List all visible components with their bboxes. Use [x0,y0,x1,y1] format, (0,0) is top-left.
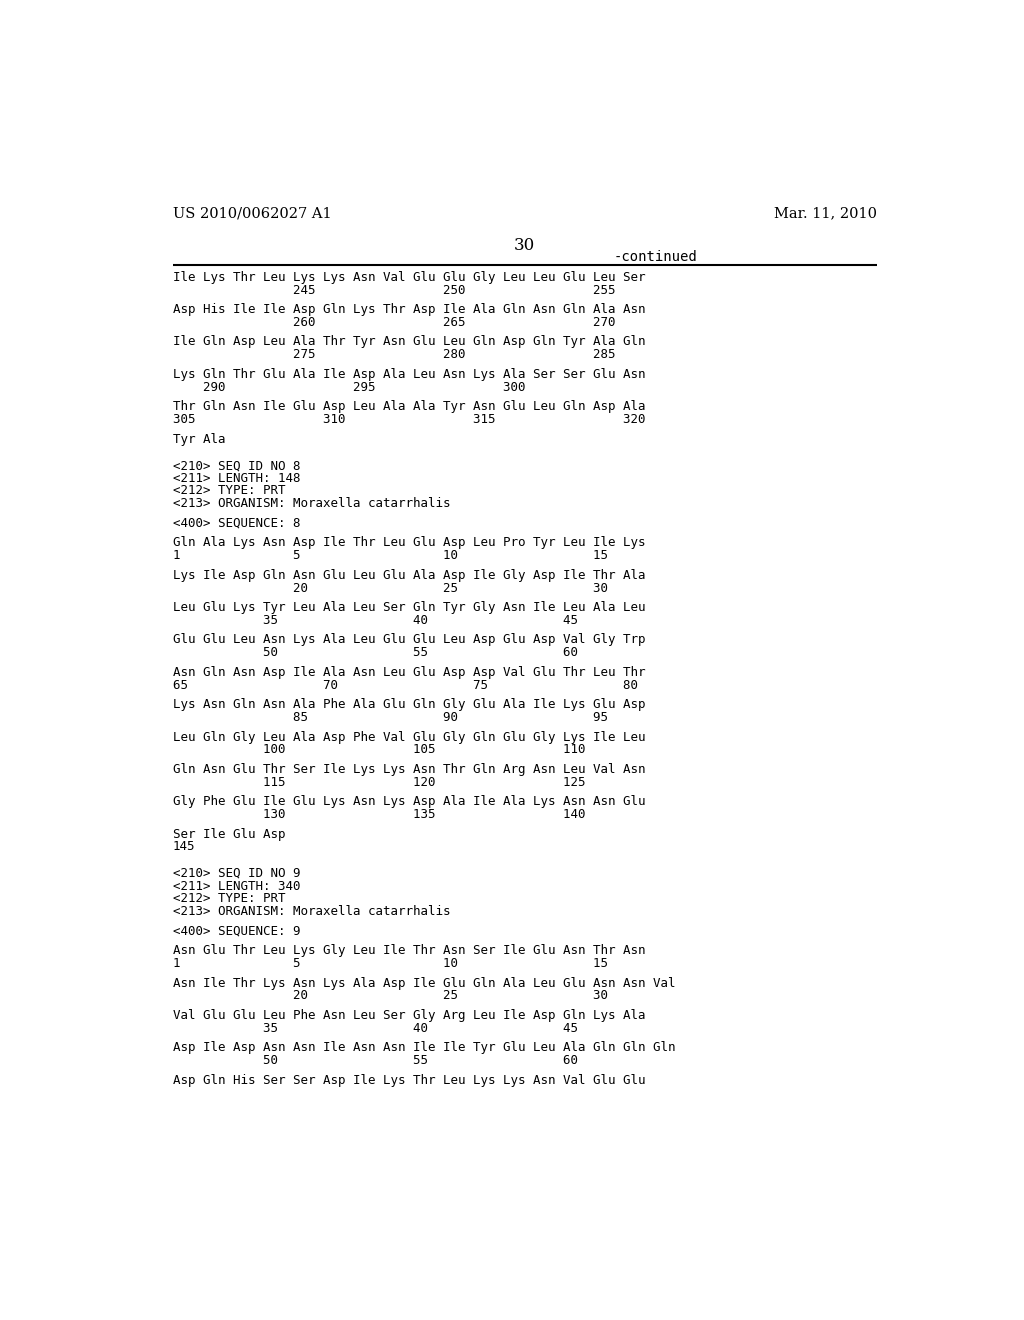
Text: 1               5                   10                  15: 1 5 10 15 [173,549,608,562]
Text: 130                 135                 140: 130 135 140 [173,808,586,821]
Text: Ile Gln Asp Leu Ala Thr Tyr Asn Glu Leu Gln Asp Gln Tyr Ala Gln: Ile Gln Asp Leu Ala Thr Tyr Asn Glu Leu … [173,335,645,348]
Text: <212> TYPE: PRT: <212> TYPE: PRT [173,484,286,498]
Text: <210> SEQ ID NO 9: <210> SEQ ID NO 9 [173,867,300,880]
Text: <211> LENGTH: 340: <211> LENGTH: 340 [173,879,300,892]
Text: Gln Ala Lys Asn Asp Ile Thr Leu Glu Asp Leu Pro Tyr Leu Ile Lys: Gln Ala Lys Asn Asp Ile Thr Leu Glu Asp … [173,536,645,549]
Text: <212> TYPE: PRT: <212> TYPE: PRT [173,892,286,906]
Text: US 2010/0062027 A1: US 2010/0062027 A1 [173,206,332,220]
Text: 20                  25                  30: 20 25 30 [173,582,608,594]
Text: Gln Asn Glu Thr Ser Ile Lys Lys Asn Thr Gln Arg Asn Leu Val Asn: Gln Asn Glu Thr Ser Ile Lys Lys Asn Thr … [173,763,645,776]
Text: Val Glu Glu Leu Phe Asn Leu Ser Gly Arg Leu Ile Asp Gln Lys Ala: Val Glu Glu Leu Phe Asn Leu Ser Gly Arg … [173,1008,645,1022]
Text: Asn Glu Thr Leu Lys Gly Leu Ile Thr Asn Ser Ile Glu Asn Thr Asn: Asn Glu Thr Leu Lys Gly Leu Ile Thr Asn … [173,944,645,957]
Text: 35                  40                  45: 35 40 45 [173,614,578,627]
Text: <400> SEQUENCE: 9: <400> SEQUENCE: 9 [173,924,300,937]
Text: 65                  70                  75                  80: 65 70 75 80 [173,678,638,692]
Text: Asp His Ile Ile Asp Gln Lys Thr Asp Ile Ala Gln Asn Gln Ala Asn: Asp His Ile Ile Asp Gln Lys Thr Asp Ile … [173,304,645,317]
Text: Tyr Ala: Tyr Ala [173,433,225,446]
Text: 245                 250                 255: 245 250 255 [173,284,615,297]
Text: 50                  55                  60: 50 55 60 [173,647,578,659]
Text: Asn Ile Thr Lys Asn Lys Ala Asp Ile Glu Gln Ala Leu Glu Asn Asn Val: Asn Ile Thr Lys Asn Lys Ala Asp Ile Glu … [173,977,676,990]
Text: Leu Gln Gly Leu Ala Asp Phe Val Glu Gly Gln Glu Gly Lys Ile Leu: Leu Gln Gly Leu Ala Asp Phe Val Glu Gly … [173,730,645,743]
Text: <210> SEQ ID NO 8: <210> SEQ ID NO 8 [173,459,300,473]
Text: <213> ORGANISM: Moraxella catarrhalis: <213> ORGANISM: Moraxella catarrhalis [173,906,451,917]
Text: 35                  40                  45: 35 40 45 [173,1022,578,1035]
Text: Lys Asn Gln Asn Ala Phe Ala Glu Gln Gly Glu Ala Ile Lys Glu Asp: Lys Asn Gln Asn Ala Phe Ala Glu Gln Gly … [173,698,645,711]
Text: 1               5                   10                  15: 1 5 10 15 [173,957,608,970]
Text: Thr Gln Asn Ile Glu Asp Leu Ala Ala Tyr Asn Glu Leu Gln Asp Ala: Thr Gln Asn Ile Glu Asp Leu Ala Ala Tyr … [173,400,645,413]
Text: -continued: -continued [613,249,697,264]
Text: 290                 295                 300: 290 295 300 [173,380,525,393]
Text: <211> LENGTH: 148: <211> LENGTH: 148 [173,471,300,484]
Text: Mar. 11, 2010: Mar. 11, 2010 [774,206,877,220]
Text: 30: 30 [514,238,536,253]
Text: Ile Lys Thr Leu Lys Lys Asn Val Glu Glu Gly Leu Leu Glu Leu Ser: Ile Lys Thr Leu Lys Lys Asn Val Glu Glu … [173,271,645,284]
Text: 260                 265                 270: 260 265 270 [173,315,615,329]
Text: Lys Gln Thr Glu Ala Ile Asp Ala Leu Asn Lys Ala Ser Ser Glu Asn: Lys Gln Thr Glu Ala Ile Asp Ala Leu Asn … [173,368,645,381]
Text: Lys Ile Asp Gln Asn Glu Leu Glu Ala Asp Ile Gly Asp Ile Thr Ala: Lys Ile Asp Gln Asn Glu Leu Glu Ala Asp … [173,569,645,582]
Text: 85                  90                  95: 85 90 95 [173,711,608,723]
Text: Ser Ile Glu Asp: Ser Ile Glu Asp [173,828,286,841]
Text: 145: 145 [173,841,196,853]
Text: Asp Gln His Ser Ser Asp Ile Lys Thr Leu Lys Lys Asn Val Glu Glu: Asp Gln His Ser Ser Asp Ile Lys Thr Leu … [173,1073,645,1086]
Text: 275                 280                 285: 275 280 285 [173,348,615,362]
Text: 50                  55                  60: 50 55 60 [173,1053,578,1067]
Text: Leu Glu Lys Tyr Leu Ala Leu Ser Gln Tyr Gly Asn Ile Leu Ala Leu: Leu Glu Lys Tyr Leu Ala Leu Ser Gln Tyr … [173,601,645,614]
Text: 305                 310                 315                 320: 305 310 315 320 [173,413,645,426]
Text: 20                  25                  30: 20 25 30 [173,989,608,1002]
Text: <400> SEQUENCE: 8: <400> SEQUENCE: 8 [173,517,300,529]
Text: Gly Phe Glu Ile Glu Lys Asn Lys Asp Ala Ile Ala Lys Asn Asn Glu: Gly Phe Glu Ile Glu Lys Asn Lys Asp Ala … [173,795,645,808]
Text: Glu Glu Leu Asn Lys Ala Leu Glu Glu Leu Asp Glu Asp Val Gly Trp: Glu Glu Leu Asn Lys Ala Leu Glu Glu Leu … [173,634,645,647]
Text: 100                 105                 110: 100 105 110 [173,743,586,756]
Text: Asn Gln Asn Asp Ile Ala Asn Leu Glu Asp Asp Val Glu Thr Leu Thr: Asn Gln Asn Asp Ile Ala Asn Leu Glu Asp … [173,665,645,678]
Text: 115                 120                 125: 115 120 125 [173,776,586,788]
Text: Asp Ile Asp Asn Asn Ile Asn Asn Ile Ile Tyr Glu Leu Ala Gln Gln Gln: Asp Ile Asp Asn Asn Ile Asn Asn Ile Ile … [173,1041,676,1055]
Text: <213> ORGANISM: Moraxella catarrhalis: <213> ORGANISM: Moraxella catarrhalis [173,498,451,511]
